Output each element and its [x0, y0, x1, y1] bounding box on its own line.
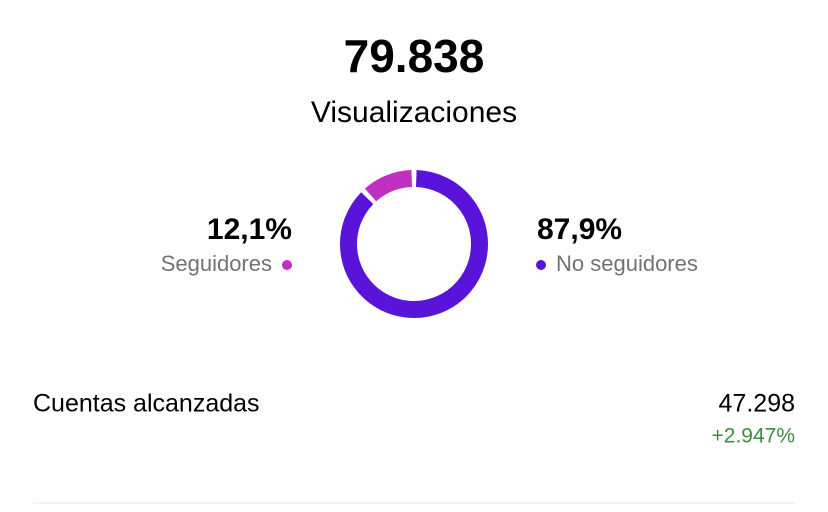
percent-label: 12,1%: [207, 213, 292, 246]
legend-dot: [282, 260, 292, 270]
donut-segment: [340, 170, 488, 318]
total-views: 79.838: [344, 30, 485, 82]
metric-value: 47.298: [719, 390, 795, 418]
legend-label: Seguidores: [161, 251, 272, 276]
legend-label: No seguidores: [556, 251, 698, 276]
legend-dot: [536, 260, 546, 270]
metric-label: Cuentas alcanzadas: [33, 390, 260, 418]
metric-change: +2.947%: [712, 425, 796, 448]
donut-segment: [364, 170, 413, 202]
percent-label: 87,9%: [537, 213, 622, 246]
views-label: Visualizaciones: [311, 96, 517, 129]
